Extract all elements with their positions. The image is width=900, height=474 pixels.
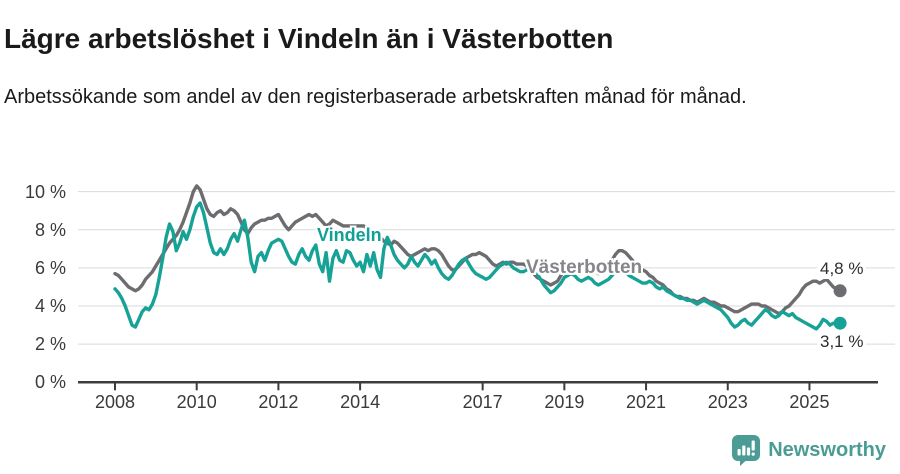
x-tick-label: 2017 (462, 392, 503, 412)
y-tick-label: 2 % (34, 334, 66, 355)
x-tick-label: 2019 (544, 392, 585, 412)
y-tick-label: 8 % (34, 219, 66, 240)
x-tick-label: 2025 (789, 392, 830, 412)
series-label-vindeln: Vindeln (317, 225, 382, 245)
series-label-vasterbotten: Västerbotten (526, 257, 643, 278)
y-tick-label: 0 % (34, 372, 66, 393)
x-tick-label: 2021 (626, 392, 667, 412)
x-tick-label: 2010 (176, 392, 217, 412)
y-tick-label: 10 % (24, 181, 66, 202)
latest-value-vasterbotten: 4,8 % (817, 259, 867, 279)
x-tick-label: 2023 (707, 392, 748, 412)
y-tick-label: 6 % (34, 257, 66, 278)
page-title: Lägre arbetslöshet i Vindeln än i Väster… (4, 22, 614, 54)
newsworthy-wordmark: Newsworthy (768, 439, 886, 461)
latest-value-vindeln: 3,1 % (817, 332, 867, 352)
chart-subtitle: Arbetssökande som andel av den registerb… (4, 86, 747, 108)
x-tick-label: 2014 (340, 392, 381, 412)
newsworthy-logo-icon (732, 435, 761, 466)
newsworthy-branding[interactable]: Newsworthy (732, 435, 886, 466)
y-tick-label: 4 % (34, 296, 66, 317)
x-tick-label: 2008 (94, 392, 136, 412)
x-tick-label: 2012 (258, 392, 299, 412)
